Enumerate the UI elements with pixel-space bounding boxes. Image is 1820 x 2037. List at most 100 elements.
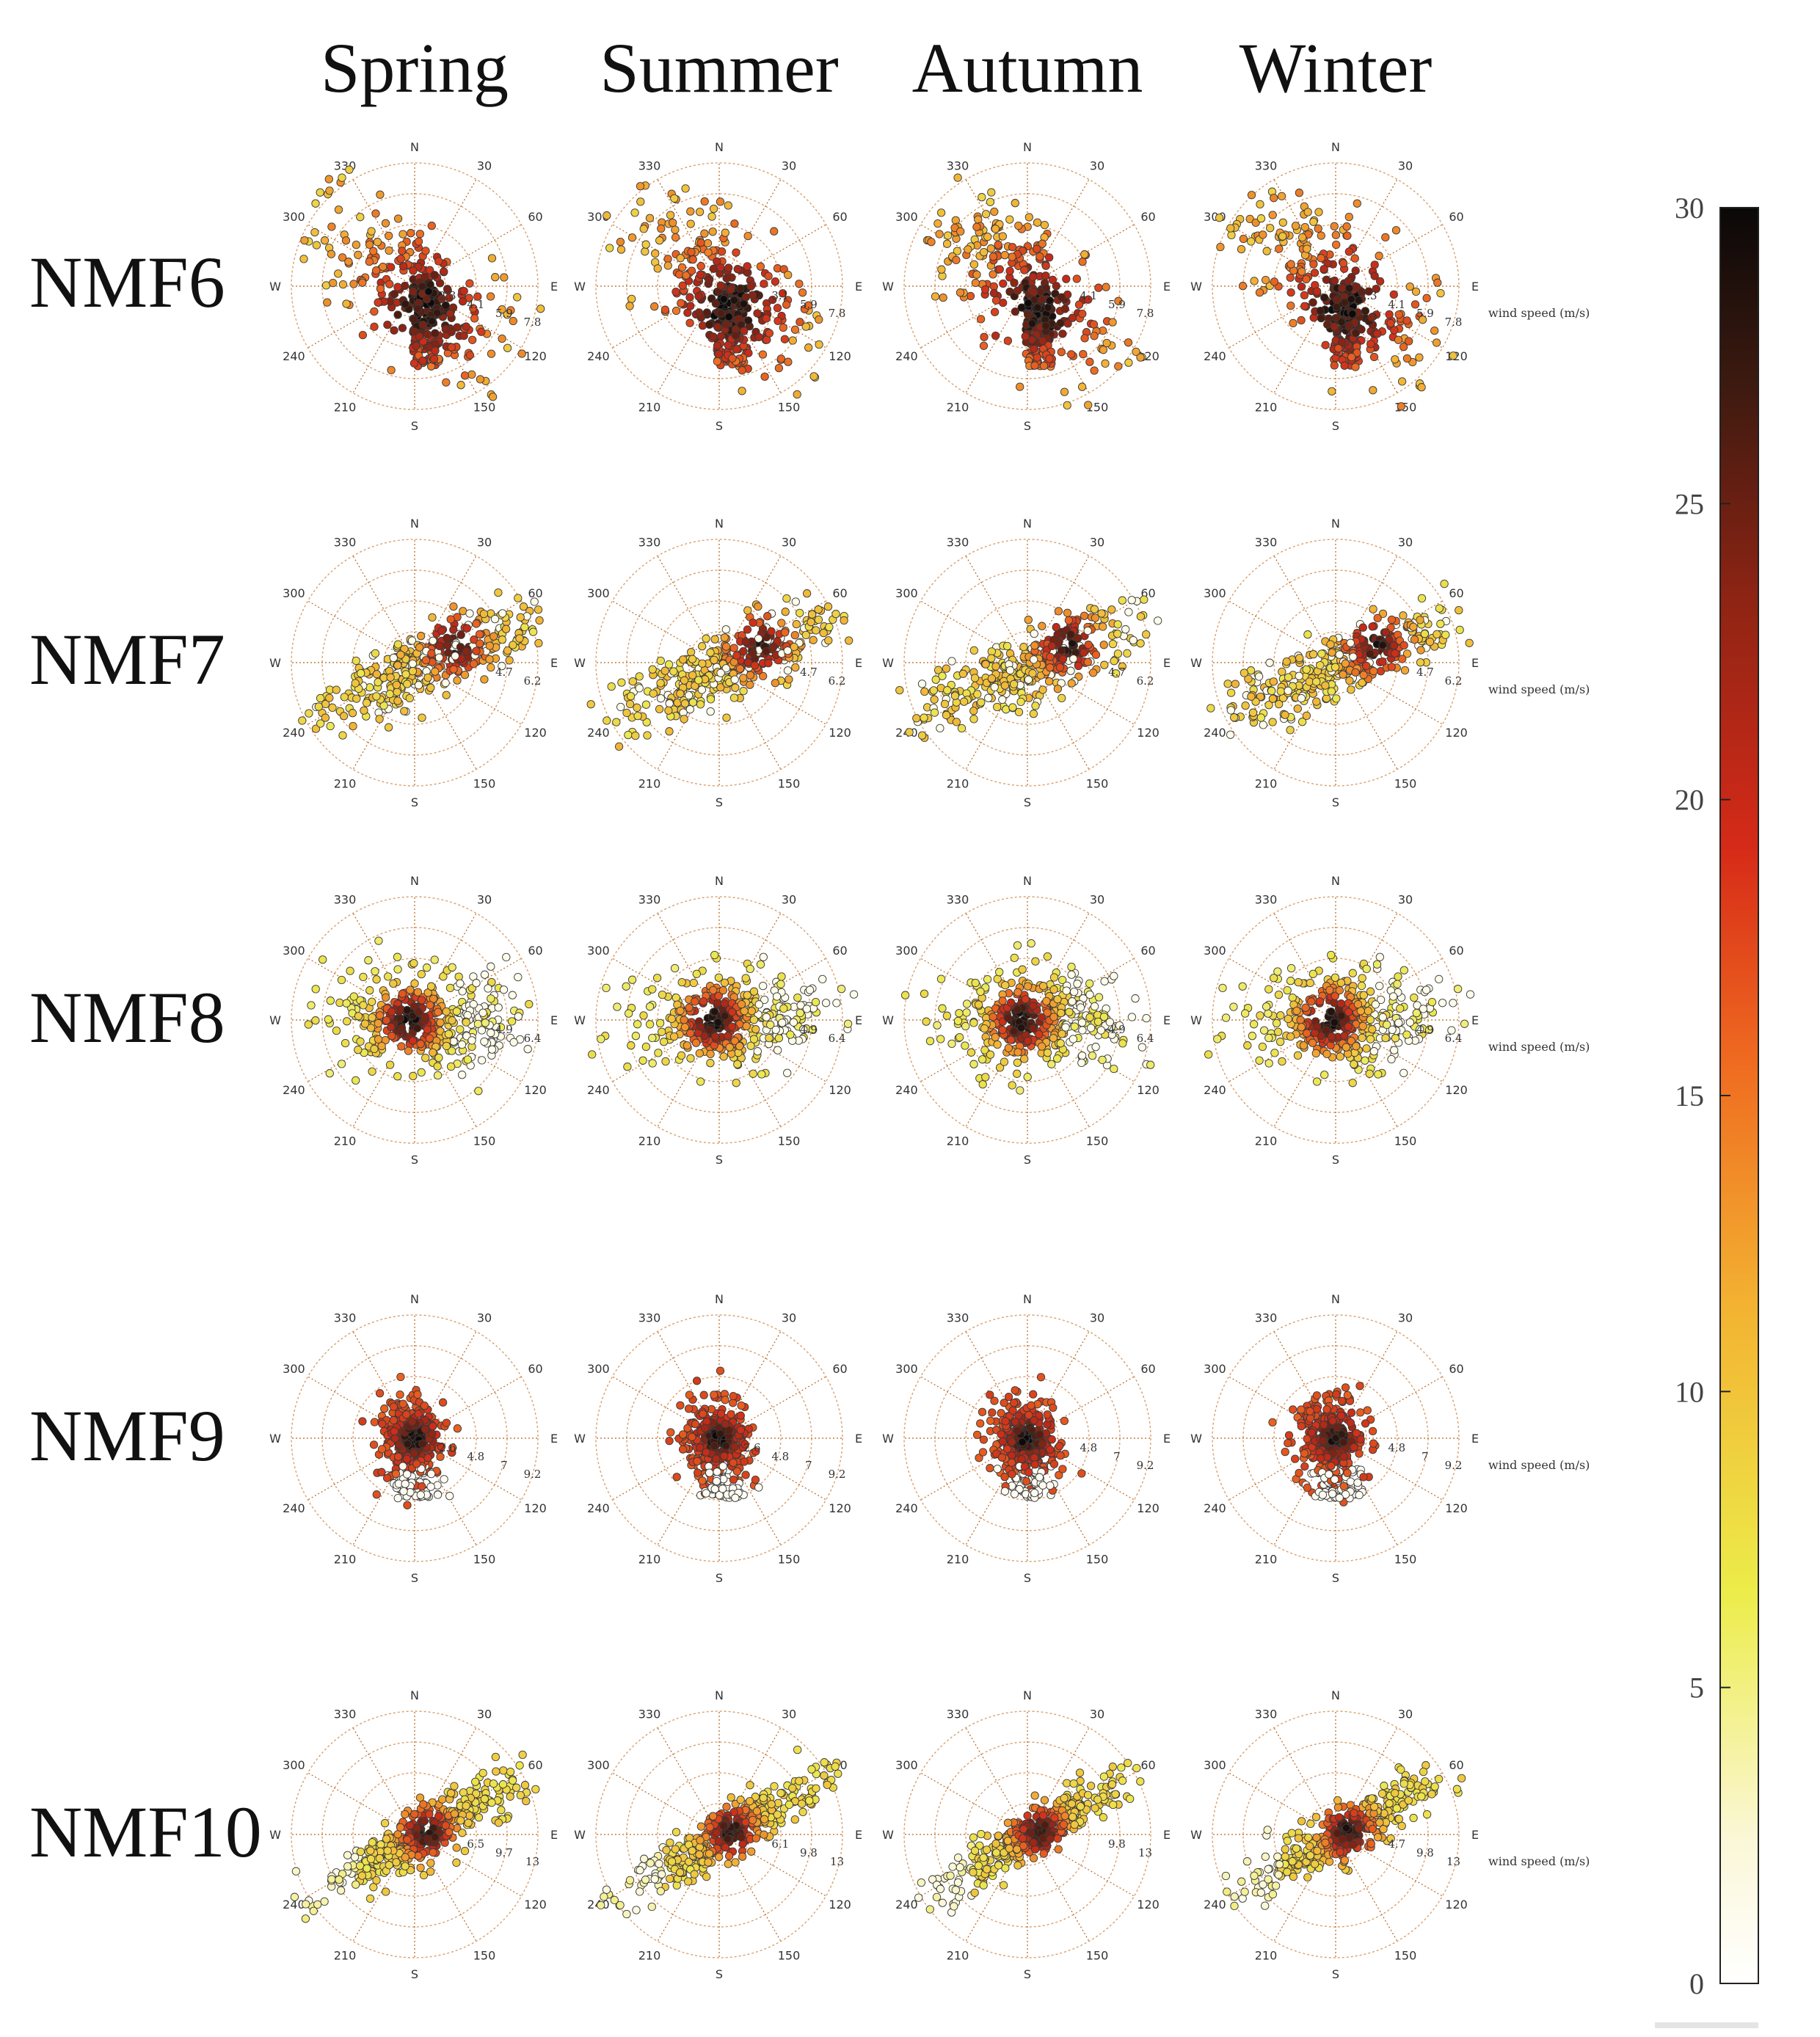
angle-label: 120 (1137, 1083, 1160, 1097)
data-point (1339, 259, 1348, 268)
data-point (917, 679, 927, 688)
data-point (1277, 192, 1286, 201)
data-point (456, 630, 465, 639)
polar-ring (352, 224, 477, 349)
data-point (1322, 1026, 1331, 1035)
data-point (384, 723, 393, 732)
data-point (720, 999, 729, 1008)
data-point (713, 357, 722, 366)
data-point (389, 653, 398, 663)
data-point (1011, 307, 1020, 316)
data-point (962, 999, 972, 1008)
angle-label: 60 (832, 944, 847, 958)
data-point (635, 672, 644, 681)
data-point (418, 320, 427, 329)
angle-label: 240 (1204, 1083, 1226, 1097)
data-point (1079, 349, 1088, 359)
data-point (1352, 1042, 1361, 1051)
data-point (1294, 977, 1303, 987)
data-point (1409, 622, 1418, 631)
data-point (1361, 307, 1370, 316)
data-point (1387, 1054, 1396, 1064)
data-point (703, 238, 713, 248)
data-point (1337, 1011, 1346, 1021)
data-point (1347, 685, 1355, 694)
data-point (412, 341, 421, 350)
data-point (1020, 1054, 1029, 1063)
data-point (1040, 220, 1049, 230)
data-point (728, 354, 737, 363)
data-point (981, 210, 991, 219)
data-point (1297, 1023, 1306, 1032)
polar-spoke (657, 555, 720, 663)
data-point (1010, 278, 1019, 288)
data-point (717, 309, 726, 318)
data-point (981, 660, 990, 668)
data-point (457, 1040, 467, 1049)
data-point (705, 1026, 714, 1035)
data-point (370, 307, 379, 316)
data-point (696, 1022, 705, 1031)
data-point (939, 293, 947, 302)
data-point (1221, 1013, 1231, 1022)
data-point (749, 1069, 757, 1078)
data-point (1057, 293, 1066, 302)
data-point (815, 340, 823, 349)
data-point (327, 249, 336, 258)
angle-label: S (411, 1571, 418, 1585)
data-point (446, 1062, 456, 1071)
polar-spoke (1273, 555, 1336, 663)
data-point (1348, 1079, 1357, 1087)
data-point (1100, 977, 1109, 985)
data-point (1283, 985, 1292, 995)
data-point (371, 967, 379, 976)
data-point (1435, 974, 1444, 984)
data-point (641, 247, 649, 256)
data-point (1046, 652, 1055, 661)
data-point (1286, 977, 1295, 985)
data-point (1325, 985, 1334, 995)
data-point (739, 299, 749, 308)
data-point (332, 1026, 341, 1035)
data-point (501, 624, 511, 633)
data-point (648, 1059, 657, 1068)
data-point (1013, 941, 1022, 950)
data-point (1066, 630, 1075, 639)
data-point (1422, 985, 1431, 994)
data-point (627, 1041, 636, 1050)
data-point (991, 662, 1000, 671)
data-point (1330, 222, 1339, 231)
data-point (406, 985, 415, 994)
data-point (1093, 1017, 1103, 1027)
data-point (617, 678, 626, 687)
data-point (1327, 687, 1336, 696)
angle-label: 210 (334, 1553, 357, 1567)
data-point (1321, 681, 1330, 690)
data-point (809, 372, 818, 381)
data-point (793, 390, 801, 399)
data-point (998, 695, 1007, 704)
data-point (983, 233, 992, 241)
data-point (979, 247, 989, 257)
data-point (1005, 666, 1015, 675)
data-point (990, 307, 1000, 316)
data-point (1270, 277, 1279, 286)
data-point (670, 963, 680, 973)
data-point (1330, 322, 1339, 331)
data-point (1308, 298, 1317, 307)
data-point (414, 237, 423, 246)
factor-label-nmf7: NMF7 (29, 619, 225, 700)
data-point (984, 693, 993, 702)
data-point (1078, 1026, 1087, 1035)
data-point (912, 714, 921, 723)
data-point (930, 708, 939, 717)
angle-label: 30 (477, 1311, 492, 1324)
data-point (329, 278, 338, 288)
data-point (1381, 233, 1390, 242)
angle-label: 300 (283, 210, 305, 224)
data-point (1347, 295, 1355, 304)
angle-label: 300 (1204, 586, 1226, 600)
data-point (738, 366, 746, 375)
ring-label: 2.3 (1360, 289, 1377, 302)
